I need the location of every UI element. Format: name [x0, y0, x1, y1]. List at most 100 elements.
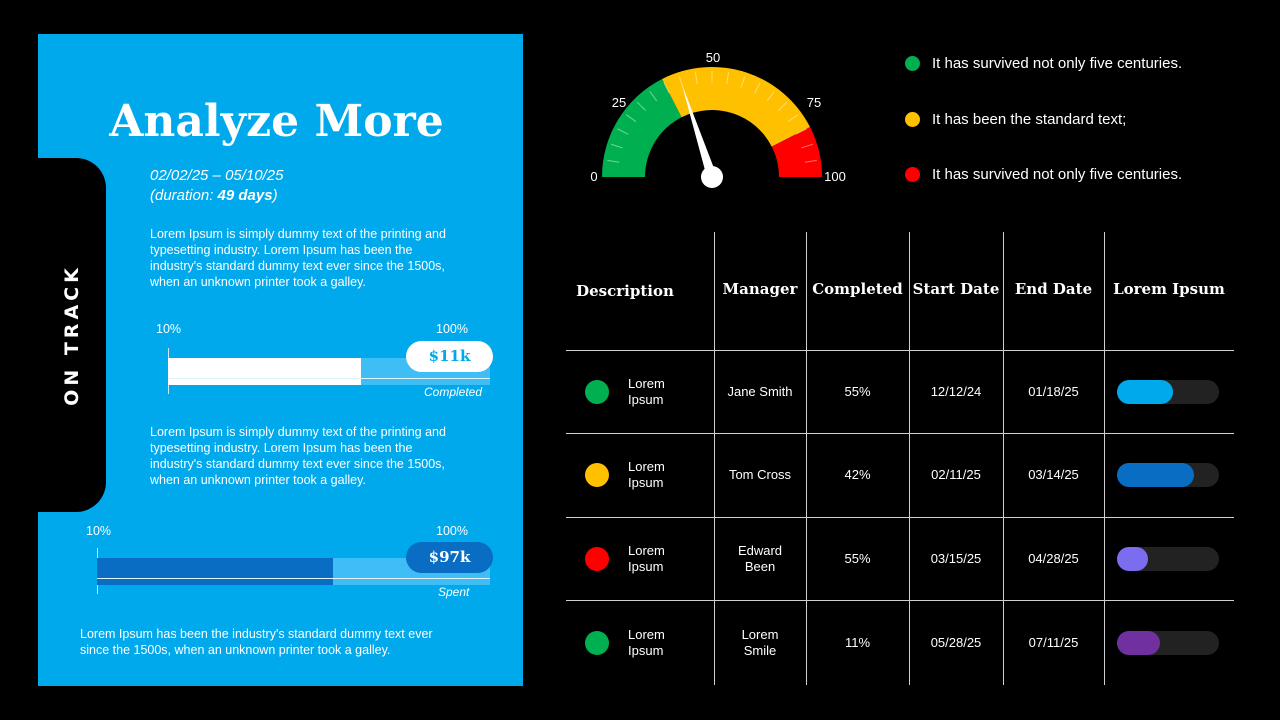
description-paragraph: Lorem Ipsum is simply dummy text of the …: [150, 425, 446, 487]
gauge-tick-label: 50: [706, 50, 720, 65]
row-divider: [566, 433, 1234, 434]
status-dot-icon: [585, 546, 609, 571]
gauge-tick: [625, 114, 637, 123]
duration: (duration: 49 days): [150, 186, 283, 206]
spent-value-badge: $97k: [406, 542, 493, 573]
manager-cell: Jane Smith: [727, 383, 793, 399]
column-divider: [909, 232, 910, 685]
gauge-tick: [778, 101, 788, 111]
start-cell: 03/15/25: [930, 550, 982, 566]
column-divider: [1104, 232, 1105, 685]
project-table: Description Manager Completed Start Date…: [566, 232, 1234, 685]
gauge-tick: [694, 72, 698, 85]
bar-max-label: 100%: [436, 322, 468, 336]
bar-baseline: [97, 578, 490, 579]
start-cell: 05/28/25: [930, 634, 982, 650]
header-completed: Completed: [812, 280, 903, 298]
column-divider: [714, 232, 715, 685]
gauge-tick: [795, 128, 807, 135]
gauge-hub: [701, 166, 723, 188]
column-divider: [1003, 232, 1004, 685]
gauge-tick: [611, 143, 623, 149]
legend-text: It has survived not only five centuries.: [932, 54, 1183, 72]
gauge-segment: [602, 78, 682, 177]
gauge-tick: [663, 82, 670, 94]
speedometer-gauge: 0 25 50 75 100: [590, 50, 846, 188]
duration-prefix: (duration:: [150, 187, 218, 204]
status-tab: ON TRACK: [38, 158, 106, 512]
header-start-date: Start Date: [912, 280, 1000, 298]
legend-text: It has been the standard text;: [932, 110, 1127, 128]
spent-caption: Spent: [438, 585, 470, 599]
column-divider: [806, 232, 807, 685]
gauge-tick: [617, 128, 629, 135]
completed-cell: 55%: [844, 550, 871, 566]
progress-bar-track: [1117, 463, 1219, 487]
gauge-tick-label: 100: [824, 169, 846, 184]
duration-suffix: ): [272, 187, 278, 204]
panel-title: Analyze More: [109, 96, 444, 147]
gauge-tick: [740, 76, 746, 88]
progress-bar-track: [1117, 379, 1219, 404]
date-block: 02/02/25 – 05/10/25 (duration: 49 days): [150, 166, 283, 206]
manager-cell: Tom Cross: [728, 467, 792, 482]
bar-min-label: 10%: [86, 524, 112, 538]
gauge-tick-label: 0: [590, 169, 597, 184]
legend-item: It has survived not only five centuries.: [905, 164, 1182, 184]
completed-bar-fill: [168, 358, 362, 385]
date-range: 02/02/25 – 05/10/25: [150, 167, 284, 184]
row-divider: [566, 600, 1234, 601]
description-paragraph: Lorem Ipsum is simply dummy text of the …: [150, 227, 446, 289]
description-cell: Lorem Ipsum: [628, 375, 665, 407]
description-cell: Lorem Ipsum: [628, 626, 665, 658]
completed-cell: 42%: [844, 467, 871, 482]
bar-baseline: [168, 378, 490, 379]
description-cell: Lorem Ipsum: [628, 459, 665, 490]
progress-bar-fill: [1117, 463, 1194, 487]
gauge-tick: [766, 90, 775, 102]
progress-bar-fill: [1117, 630, 1160, 655]
status-dot-icon: [585, 379, 609, 404]
gauge-segment: [771, 127, 822, 177]
spent-bar-fill: [97, 558, 333, 585]
manager-cell: Lorem Smile: [741, 626, 779, 658]
progress-bar-fill: [1117, 379, 1174, 404]
gauge-tick: [726, 72, 730, 85]
completed-caption: Completed: [424, 385, 483, 399]
manager-cell: Edward Been: [737, 542, 783, 574]
header-manager: Manager: [722, 280, 798, 298]
header-lorem-ipsum: Lorem Ipsum: [1113, 280, 1225, 298]
gauge-tick: [607, 159, 620, 163]
bar-min-label: 10%: [156, 322, 182, 336]
bar-max-label: 100%: [436, 524, 468, 538]
gauge-tick-label: 25: [612, 95, 626, 110]
progress-bar-track: [1117, 546, 1219, 571]
end-cell: 07/11/25: [1028, 634, 1079, 650]
gauge-needle: [681, 83, 717, 179]
end-cell: 04/28/25: [1028, 550, 1079, 566]
row-divider: [566, 517, 1234, 518]
description-cell: Lorem Ipsum: [628, 542, 665, 574]
progress-bar-fill: [1117, 546, 1148, 571]
gauge-tick: [754, 82, 761, 94]
legend-text: It has survived not only five centuries.: [932, 165, 1183, 183]
status-dot-icon: [585, 630, 609, 655]
completed-cell: 11%: [844, 634, 871, 650]
legend-dot-icon: [905, 55, 920, 71]
gauge-segment: [662, 67, 811, 147]
status-tab-label: ON TRACK: [61, 264, 83, 406]
footer-paragraph: Lorem Ipsum has been the industry's stan…: [80, 627, 433, 657]
legend-dot-icon: [905, 166, 920, 182]
progress-bar-track: [1117, 630, 1219, 655]
status-dot-icon: [585, 463, 609, 487]
legend-item: It has survived not only five centuries.: [905, 53, 1182, 73]
completed-value-badge: $11k: [406, 341, 493, 372]
end-cell: 01/18/25: [1028, 383, 1079, 399]
gauge-tick: [636, 101, 646, 111]
gauge-tick: [787, 114, 799, 123]
header-description: Description: [576, 282, 674, 300]
start-cell: 02/11/25: [931, 467, 981, 482]
legend-dot-icon: [905, 111, 920, 127]
summary-panel: Analyze More ON TRACK 02/02/25 – 05/10/2…: [38, 34, 523, 686]
duration-value: 49 days: [217, 187, 273, 204]
